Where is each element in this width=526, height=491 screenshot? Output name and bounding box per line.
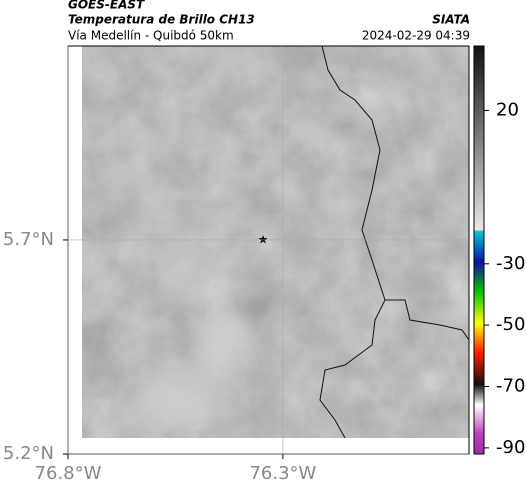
location: Vía Medellín - Quibdó 50km	[68, 29, 234, 43]
colorbar-tick-label: -50	[496, 314, 525, 335]
colorbar-tick-label: -90	[496, 437, 525, 458]
location-marker: ★	[258, 233, 269, 247]
y-tick-label: 5.7°N	[3, 229, 54, 250]
colorbar	[473, 45, 485, 455]
x-tick-label: 76.8°W	[35, 463, 102, 484]
y-tick-label: 5.2°N	[3, 443, 54, 464]
source: SIATA	[432, 13, 470, 27]
colorbar-tick-label: 20	[496, 99, 519, 120]
satellite-image	[82, 46, 469, 438]
colorbar-tick-label: -30	[496, 253, 525, 274]
subtitle: Temperatura de Brillo CH13	[68, 13, 255, 27]
timestamp: 2024-02-29 04:39	[362, 29, 470, 43]
colorbar-tick-label: -70	[496, 376, 525, 397]
x-tick-label: 76.3°W	[249, 463, 316, 484]
title: GOES-EAST	[68, 0, 145, 12]
